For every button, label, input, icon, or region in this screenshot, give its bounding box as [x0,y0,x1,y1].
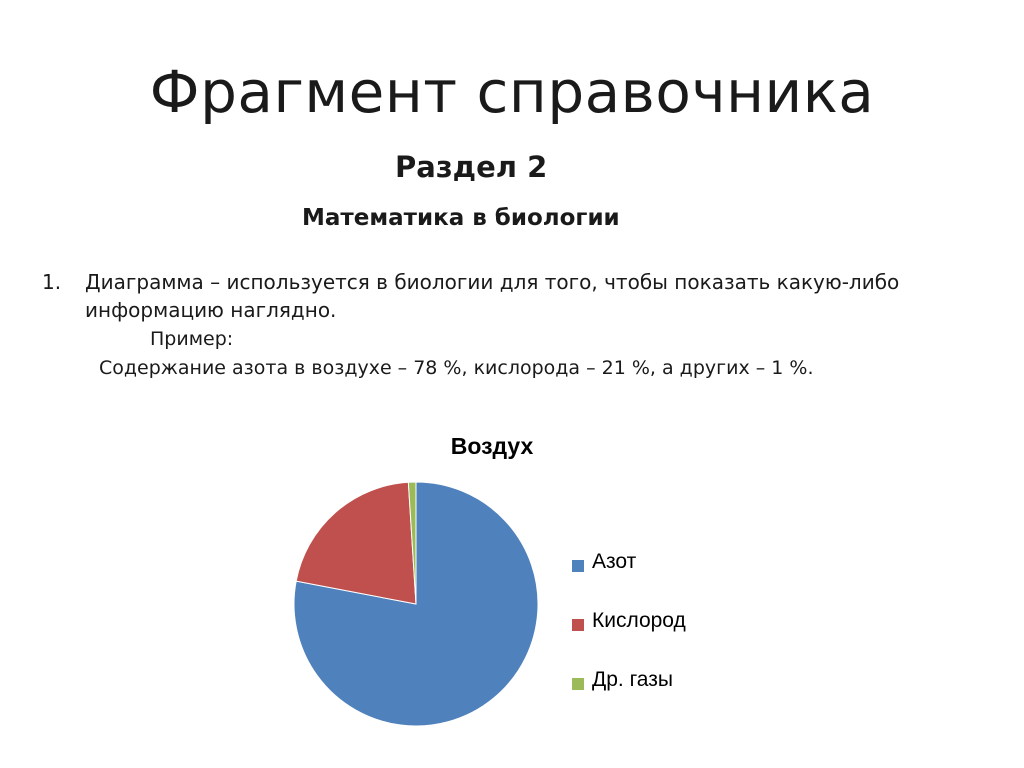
slide-title: Фрагмент справочника [149,58,875,126]
legend-swatch-other-gases [572,678,584,690]
list-item-number: 1. [42,270,62,294]
slide-subtitle: Раздел 2 [395,150,548,184]
chart-title: Воздух [450,433,534,459]
legend-swatch-oxygen [572,619,584,631]
legend-swatch-nitrogen [572,560,584,572]
legend-label-other-gases: Др. газы [592,668,673,691]
pie-slice-oxygen [295,481,417,605]
example-label: Пример: [150,328,234,350]
legend-label-oxygen: Кислород [592,609,686,632]
example-text: Содержание азота в воздухе – 78 %, кисло… [99,357,814,379]
section-heading: Математика в биологии [302,205,620,231]
pie-slice-other-gases [407,481,417,605]
legend-label-nitrogen: Азот [592,550,637,573]
list-item-text: Диаграмма – используется в биологии для … [85,270,900,322]
